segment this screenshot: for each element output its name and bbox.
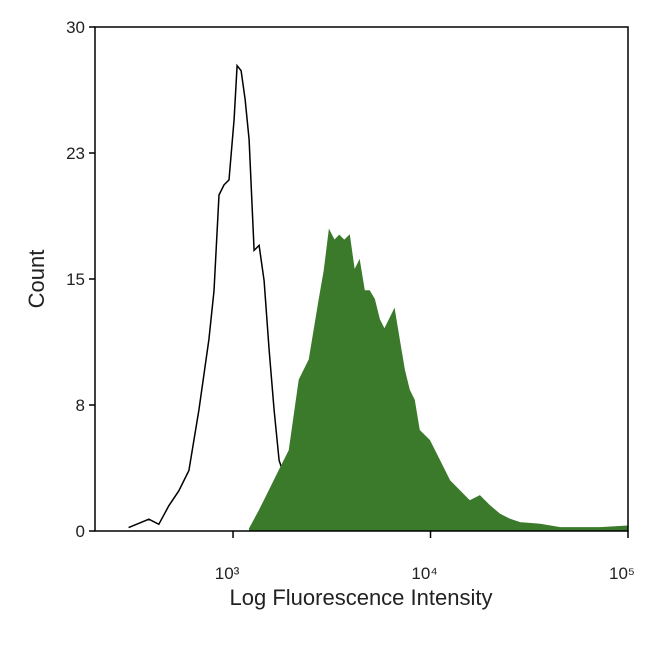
y-tick-label: 8: [76, 396, 85, 415]
y-tick-label: 15: [66, 270, 85, 289]
y-axis-title: Count: [24, 250, 49, 309]
x-tick-label: 10⁵: [609, 564, 635, 583]
y-tick-label: 0: [76, 522, 85, 541]
area-edge: [248, 228, 629, 530]
area-fill: [249, 230, 628, 532]
y-tick-label: 30: [66, 18, 85, 37]
x-tick-label: 10³: [215, 564, 240, 583]
y-tick-label: 23: [66, 144, 85, 163]
x-axis-title: Log Fluorescence Intensity: [230, 585, 493, 610]
x-tick-label: 10⁴: [411, 564, 437, 583]
